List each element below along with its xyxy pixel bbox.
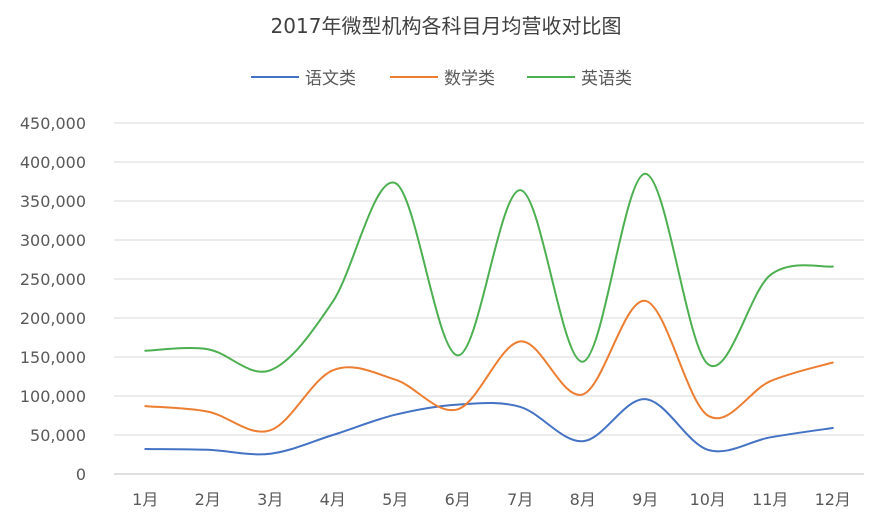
series-line-chinese bbox=[144, 398, 834, 456]
y-tick-label: 400,000 bbox=[20, 153, 86, 172]
x-tick-label: 11月 bbox=[752, 490, 788, 509]
gridlines bbox=[114, 122, 864, 475]
x-tick-label: 2月 bbox=[195, 490, 221, 509]
x-tick-label: 10月 bbox=[690, 490, 726, 509]
legend-label-english: 英语类 bbox=[581, 69, 632, 89]
y-tick-label: 100,000 bbox=[20, 387, 86, 406]
legend-item-english: 英语类 bbox=[527, 69, 632, 89]
series-line-english bbox=[144, 172, 834, 373]
legend-item-chinese: 语文类 bbox=[251, 69, 356, 89]
y-axis-tick-labels: 0 50,000 100,000 150,000 200,000 250,000 300,0… bbox=[20, 114, 86, 484]
x-tick-label: 5月 bbox=[382, 490, 408, 509]
y-tick-label: 0 bbox=[76, 465, 86, 484]
x-tick-label: 6月 bbox=[445, 490, 471, 509]
x-tick-label: 9月 bbox=[632, 490, 658, 509]
legend-label-chinese: 语文类 bbox=[305, 69, 356, 89]
x-tick-label: 12月 bbox=[815, 490, 851, 509]
x-tick-label: 3月 bbox=[257, 490, 283, 509]
x-tick-label: 4月 bbox=[320, 490, 346, 509]
y-tick-label: 450,000 bbox=[20, 114, 86, 133]
x-tick-label: 7月 bbox=[507, 490, 533, 509]
legend-label-math: 数学类 bbox=[444, 69, 495, 89]
legend-item-math: 数学类 bbox=[390, 69, 495, 89]
series-line-math bbox=[144, 299, 834, 433]
y-tick-label: 250,000 bbox=[20, 270, 86, 289]
y-tick-label: 300,000 bbox=[20, 231, 86, 250]
y-tick-label: 200,000 bbox=[20, 309, 86, 328]
series-lines bbox=[144, 172, 834, 456]
chart-title: 2017年微型机构各科目月均营收对比图 bbox=[271, 14, 622, 38]
x-tick-label: 8月 bbox=[570, 490, 596, 509]
x-axis-tick-labels: 1月 2月 3月 4月 5月 6月 7月 8月 9月 10月 11月 12月 bbox=[132, 490, 851, 509]
y-tick-label: 350,000 bbox=[20, 192, 86, 211]
y-tick-label: 50,000 bbox=[30, 426, 86, 445]
y-tick-label: 150,000 bbox=[20, 348, 86, 367]
x-tick-label: 1月 bbox=[132, 490, 158, 509]
legend: 语文类 数学类 英语类 bbox=[251, 69, 632, 89]
